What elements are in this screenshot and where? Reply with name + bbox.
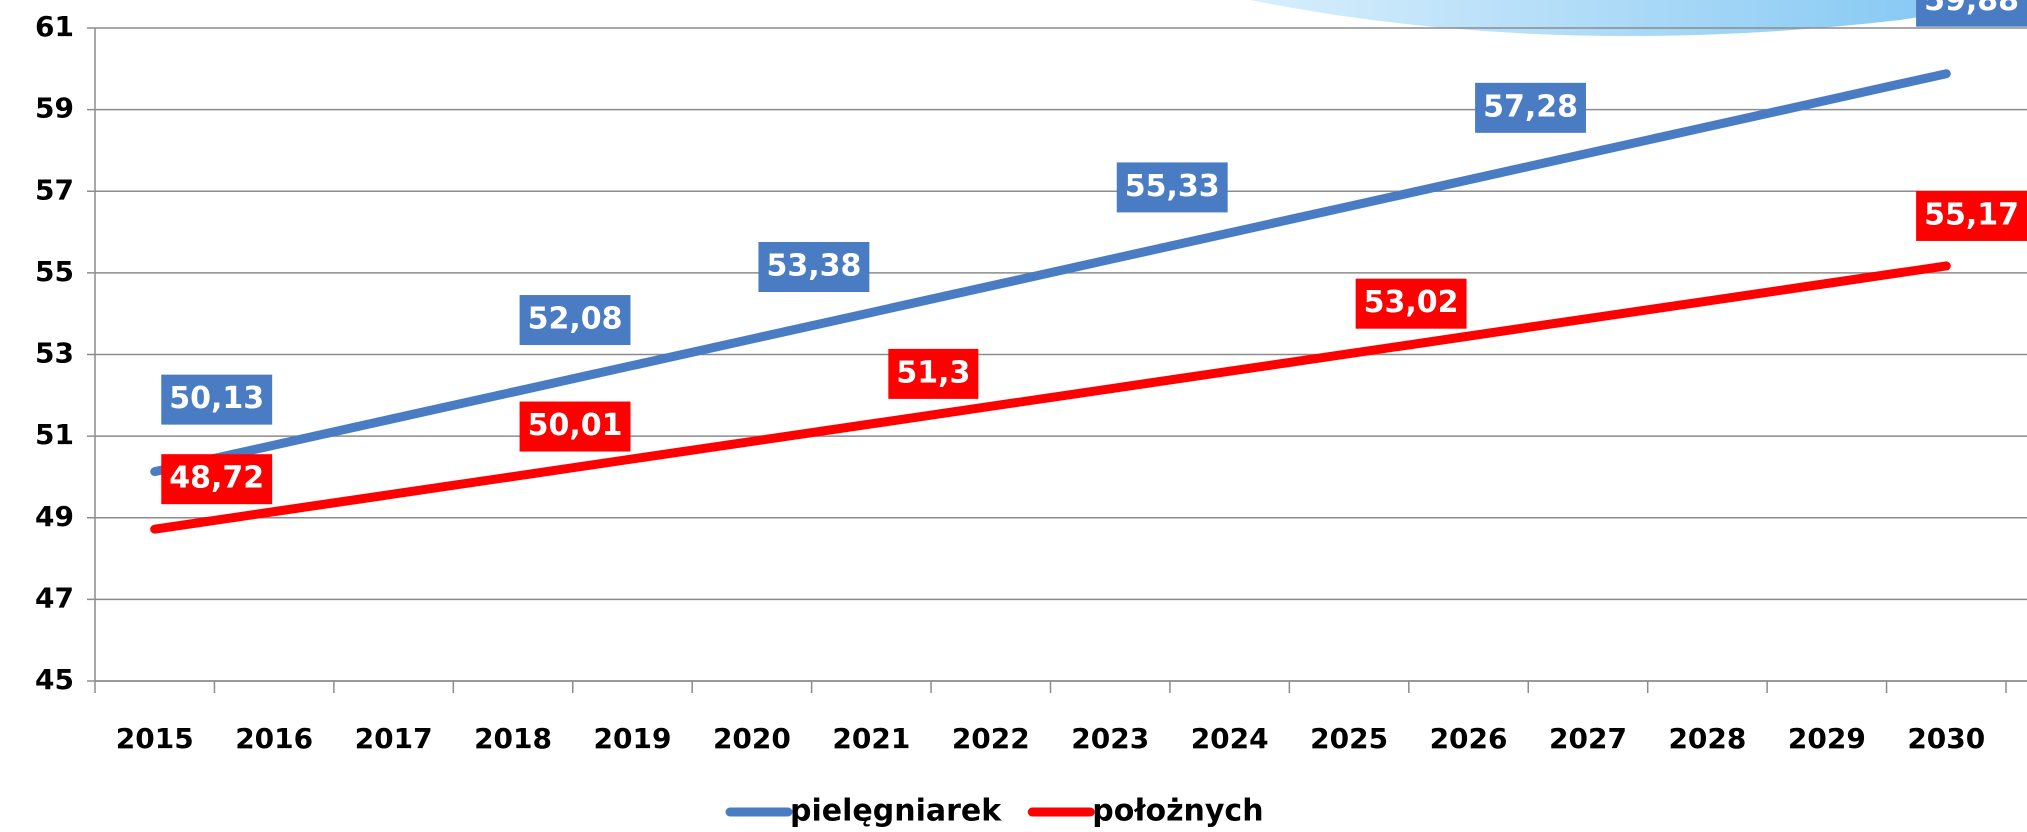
data-label-text: 50,13 (169, 381, 264, 416)
legend: pielęgniarek położnych (730, 794, 1264, 829)
y-tick-label: 53 (35, 337, 74, 370)
data-label-text: 48,72 (169, 461, 264, 496)
x-tick-label: 2023 (1071, 722, 1149, 755)
data-label-text: 52,08 (528, 302, 623, 337)
y-tick-label: 49 (35, 500, 74, 533)
legend-label: pielęgniarek (790, 794, 1002, 829)
x-tick-label: 2027 (1549, 722, 1627, 755)
x-tick-label: 2015 (116, 722, 194, 755)
x-tick-label: 2022 (952, 722, 1030, 755)
x-tick-label: 2017 (355, 722, 433, 755)
y-tick-label: 55 (35, 255, 74, 288)
y-tick-label: 59 (35, 92, 74, 125)
chart: 45 47 49 51 53 55 57 59 61 2015 2016 2017 2018 2019 20… (0, 0, 2027, 832)
decoration (1250, 0, 2027, 36)
x-tick-label: 2026 (1430, 722, 1508, 755)
y-tick-label: 57 (35, 173, 74, 206)
x-tick-label: 2019 (594, 722, 672, 755)
legend-label: położnych (1092, 794, 1263, 829)
data-label: 53,02 (1356, 279, 1467, 329)
x-tick-label: 2029 (1788, 722, 1866, 755)
data-label: 59,88 (1916, 0, 2027, 27)
data-label: 57,28 (1475, 83, 1586, 133)
data-label-text: 55,33 (1125, 169, 1220, 204)
x-tick-label: 2020 (713, 722, 791, 755)
data-label: 52,08 (520, 295, 631, 345)
data-label: 53,38 (758, 242, 869, 292)
data-label-text: 50,01 (528, 408, 623, 443)
data-label: 55,33 (1117, 162, 1228, 212)
series-line (155, 266, 1947, 529)
data-label: 48,72 (161, 454, 272, 504)
x-tick-label: 2025 (1310, 722, 1388, 755)
data-label-text: 59,88 (1924, 0, 2019, 18)
data-label: 50,01 (520, 402, 631, 452)
x-tick-label: 2018 (474, 722, 552, 755)
x-tick-label: 2028 (1668, 722, 1746, 755)
data-label-text: 53,38 (766, 248, 861, 283)
x-tick-label: 2016 (235, 722, 313, 755)
y-tick-label: 61 (35, 10, 74, 43)
x-tick-label: 2024 (1191, 722, 1269, 755)
y-tick-label: 47 (35, 581, 74, 614)
x-tick-label: 2021 (832, 722, 910, 755)
y-tick-label: 51 (35, 418, 74, 451)
data-label-text: 55,17 (1924, 197, 2019, 232)
data-label: 55,17 (1916, 191, 2027, 241)
x-tick-label: 2030 (1907, 722, 1985, 755)
data-label: 50,13 (161, 375, 272, 425)
data-label-text: 57,28 (1483, 89, 1578, 124)
data-label-text: 51,3 (896, 355, 970, 390)
data-label-text: 53,02 (1364, 285, 1459, 320)
y-tick-label: 45 (35, 663, 74, 696)
data-label: 51,3 (888, 349, 978, 399)
